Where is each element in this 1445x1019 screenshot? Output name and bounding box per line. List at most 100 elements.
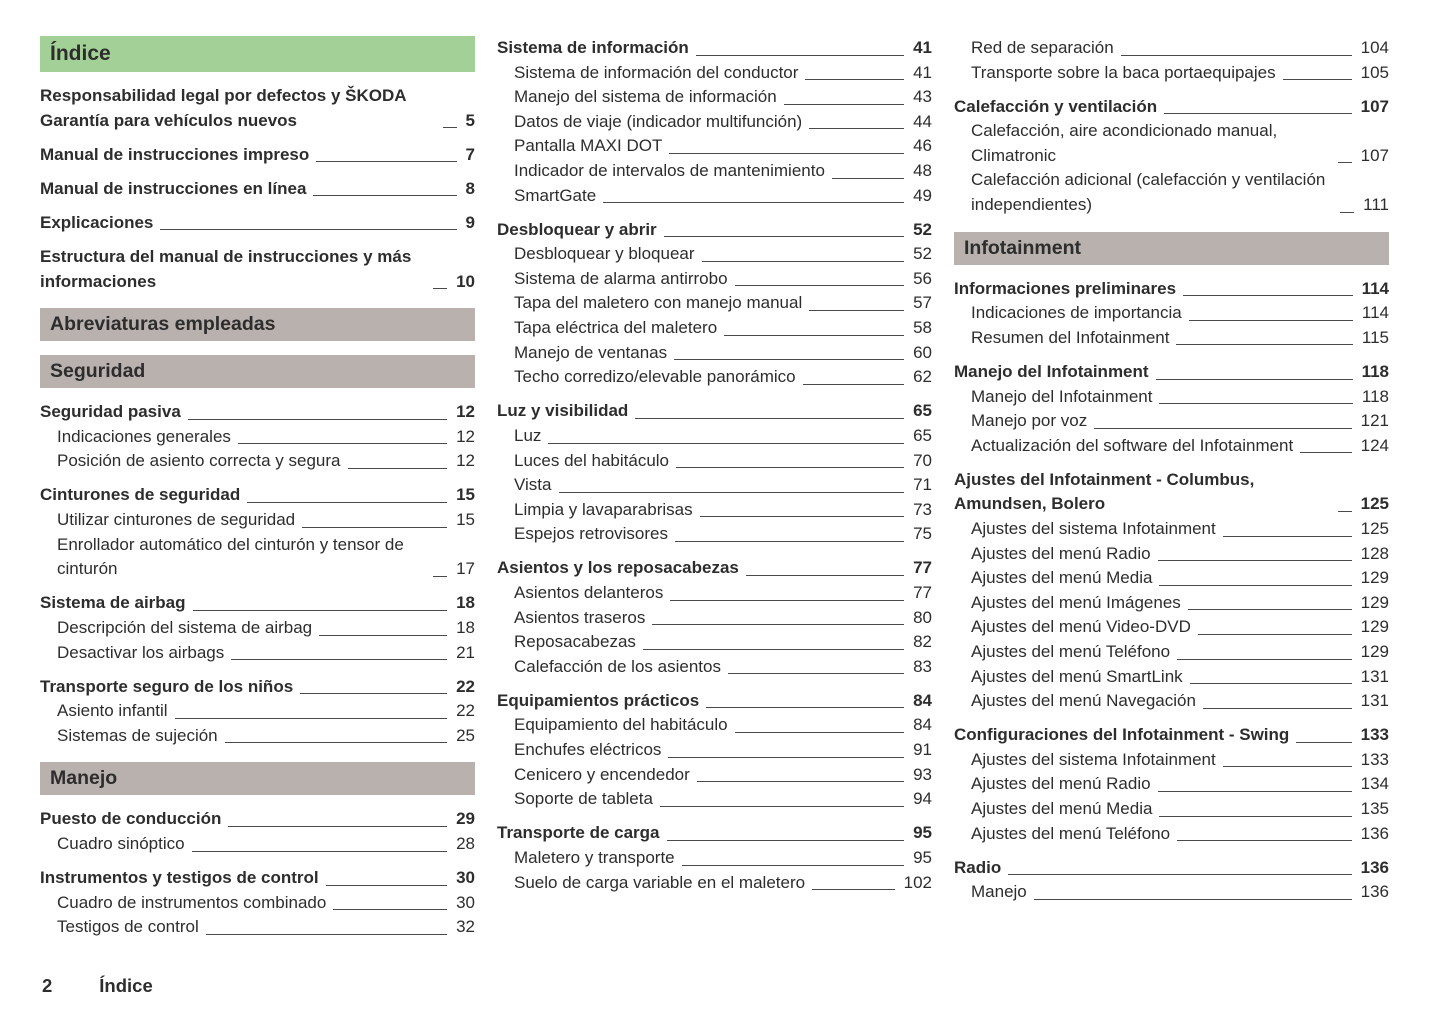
toc-entry[interactable]: Sistemas de sujeción 25 <box>40 724 475 749</box>
toc-entry[interactable]: Utilizar cinturones de seguridad 15 <box>40 508 475 533</box>
toc-entry[interactable]: Cinturones de seguridad 15 <box>40 483 475 508</box>
toc-entry[interactable]: Sistema de alarma antirrobo 56 <box>497 267 932 292</box>
toc-entry[interactable]: Ajustes del menú Media 129 <box>954 566 1389 591</box>
toc-entry[interactable]: Ajustes del menú Radio 134 <box>954 772 1389 797</box>
toc-entry[interactable]: Manual de instrucciones en línea 8 <box>40 177 475 202</box>
toc-entry[interactable]: Sistema de información del conductor 41 <box>497 61 932 86</box>
toc-entry[interactable]: Luz 65 <box>497 424 932 449</box>
toc-entry[interactable]: Puesto de conducción 29 <box>40 807 475 832</box>
toc-entry[interactable]: SmartGate 49 <box>497 184 932 209</box>
toc-entry[interactable]: Calefacción de los asientos 83 <box>497 655 932 680</box>
toc-entry[interactable]: Indicaciones de importancia 114 <box>954 301 1389 326</box>
toc-entry[interactable]: Transporte seguro de los niños 22 <box>40 675 475 700</box>
toc-entry[interactable]: Instrumentos y testigos de control 30 <box>40 866 475 891</box>
toc-entry[interactable]: Ajustes del sistema Infotainment 133 <box>954 748 1389 773</box>
toc-group: Manual de instrucciones en línea 8 <box>40 177 475 202</box>
toc-entry[interactable]: Enrollador automático del cinturón y ten… <box>40 533 475 582</box>
toc-entry[interactable]: Posición de asiento correcta y segura 12 <box>40 449 475 474</box>
toc-entry[interactable]: Transporte sobre la baca portaequipajes 1… <box>954 61 1389 86</box>
toc-entry[interactable]: Manejo de ventanas 60 <box>497 341 932 366</box>
toc-entry[interactable]: Enchufes eléctricos 91 <box>497 738 932 763</box>
toc-entry[interactable]: Soporte de tableta 94 <box>497 787 932 812</box>
toc-entry[interactable]: Pantalla MAXI DOT 46 <box>497 134 932 159</box>
toc-entry-page: 118 <box>1361 361 1389 381</box>
toc-entry[interactable]: Ajustes del menú Radio 128 <box>954 542 1389 567</box>
toc-entry[interactable]: Reposacabezas 82 <box>497 630 932 655</box>
toc-entry-page: 129 <box>1360 617 1389 637</box>
toc-entry[interactable]: Responsabilidad legal por defectos y ŠKO… <box>40 84 475 133</box>
toc-entry[interactable]: Estructura del manual de instrucciones y… <box>40 245 475 294</box>
toc-entry[interactable]: Vista 71 <box>497 473 932 498</box>
toc-entry[interactable]: Tapa del maletero con manejo manual 57 <box>497 291 932 316</box>
toc-entry[interactable]: Desactivar los airbags 21 <box>40 641 475 666</box>
toc-entry[interactable]: Ajustes del menú SmartLink 131 <box>954 665 1389 690</box>
toc-entry[interactable]: Ajustes del menú Navegación 131 <box>954 689 1389 714</box>
toc-entry[interactable]: Ajustes del menú Teléfono 136 <box>954 822 1389 847</box>
toc-entry[interactable]: Sistema de airbag 18 <box>40 591 475 616</box>
toc-group: Cinturones de seguridad 15 Utilizar cintur… <box>40 483 475 581</box>
toc-entry[interactable]: Manejo del Infotainment 118 <box>954 360 1389 385</box>
toc-entry[interactable]: Cenicero y encendedor 93 <box>497 763 932 788</box>
toc-entry[interactable]: Techo corredizo/elevable panorámico 62 <box>497 365 932 390</box>
toc-entry[interactable]: Datos de viaje (indicador multifunción) 4… <box>497 110 932 135</box>
toc-entry[interactable]: Cuadro sinóptico 28 <box>40 832 475 857</box>
toc-entry[interactable]: Cuadro de instrumentos combinado 30 <box>40 891 475 916</box>
toc-entry[interactable]: Desbloquear y abrir 52 <box>497 218 932 243</box>
toc-entry-label: Manual de instrucciones en línea <box>40 178 307 198</box>
toc-entry[interactable]: Luz y visibilidad 65 <box>497 399 932 424</box>
toc-entry[interactable]: Resumen del Infotainment 115 <box>954 326 1389 351</box>
toc-entry[interactable]: Ajustes del sistema Infotainment 125 <box>954 517 1389 542</box>
toc-entry[interactable]: Luces del habitáculo 70 <box>497 449 932 474</box>
leader-line <box>316 161 457 163</box>
toc-entry[interactable]: Actualización del software del Infotainm… <box>954 434 1389 459</box>
leader-line <box>1159 403 1353 405</box>
toc-entry[interactable]: Manual de instrucciones impreso 7 <box>40 143 475 168</box>
toc-entry[interactable]: Asientos y los reposacabezas 77 <box>497 556 932 581</box>
toc-entry[interactable]: Tapa eléctrica del maletero 58 <box>497 316 932 341</box>
toc-entry[interactable]: Manejo por voz 121 <box>954 409 1389 434</box>
toc-entry[interactable]: Ajustes del menú Media 135 <box>954 797 1389 822</box>
leader-line <box>696 781 905 783</box>
toc-entry[interactable]: Equipamiento del habitáculo 84 <box>497 713 932 738</box>
toc-entry[interactable]: Manejo del Infotainment 118 <box>954 385 1389 410</box>
toc-entry[interactable]: Seguridad pasiva 12 <box>40 400 475 425</box>
toc-entry[interactable]: Testigos de control 32 <box>40 915 475 940</box>
toc-entry[interactable]: Informaciones preliminares 114 <box>954 277 1389 302</box>
toc-entry[interactable]: Calefacción, aire acondicionado manual, … <box>954 119 1389 168</box>
toc-entry[interactable]: Maletero y transporte 95 <box>497 846 932 871</box>
toc-entry[interactable]: Indicaciones generales 12 <box>40 425 475 450</box>
leader-line <box>674 359 905 361</box>
toc-entry-label: Manejo del sistema de información <box>514 87 777 107</box>
toc-entry[interactable]: Desbloquear y bloquear 52 <box>497 242 932 267</box>
leader-line <box>706 707 905 709</box>
leader-line <box>805 79 905 81</box>
toc-entry[interactable]: Calefacción y ventilación 107 <box>954 95 1389 120</box>
toc-columns: Índice Responsabilidad legal por defectos… <box>40 36 1389 940</box>
toc-entry[interactable]: Transporte de carga 95 <box>497 821 932 846</box>
toc-entry[interactable]: Indicador de intervalos de mantenimiento… <box>497 159 932 184</box>
toc-entry[interactable]: Asientos traseros 80 <box>497 606 932 631</box>
toc-entry[interactable]: Ajustes del menú Imágenes 129 <box>954 591 1389 616</box>
toc-entry[interactable]: Ajustes del menú Teléfono 129 <box>954 640 1389 665</box>
toc-entry[interactable]: Suelo de carga variable en el maletero 10… <box>497 871 932 896</box>
toc-entry[interactable]: Manejo del sistema de información 43 <box>497 85 932 110</box>
leader-line <box>1155 378 1353 380</box>
toc-entry[interactable]: Limpia y lavaparabrisas 73 <box>497 498 932 523</box>
toc-entry[interactable]: Explicaciones 9 <box>40 211 475 236</box>
toc-entry[interactable]: Equipamientos prácticos 84 <box>497 689 932 714</box>
toc-entry[interactable]: Asientos delanteros 77 <box>497 581 932 606</box>
toc-entry[interactable]: Manejo 136 <box>954 880 1389 905</box>
leader-line <box>1177 840 1352 842</box>
toc-entry[interactable]: Red de separación 104 <box>954 36 1389 61</box>
toc-entry[interactable]: Descripción del sistema de airbag 18 <box>40 616 475 641</box>
toc-entry-page: 133 <box>1360 725 1389 745</box>
toc-entry-page: 95 <box>913 823 932 843</box>
toc-entry[interactable]: Calefacción adicional (calefacción y ven… <box>954 168 1389 217</box>
toc-entry[interactable]: Espejos retrovisores 75 <box>497 522 932 547</box>
toc-entry[interactable]: Asiento infantil 22 <box>40 699 475 724</box>
toc-entry[interactable]: Configuraciones del Infotainment - Swing… <box>954 723 1389 748</box>
toc-entry[interactable]: Radio 136 <box>954 856 1389 881</box>
toc-entry[interactable]: Sistema de información 41 <box>497 36 932 61</box>
toc-entry[interactable]: Ajustes del Infotainment - Columbus, Amu… <box>954 468 1389 517</box>
toc-entry[interactable]: Ajustes del menú Video-DVD 129 <box>954 615 1389 640</box>
